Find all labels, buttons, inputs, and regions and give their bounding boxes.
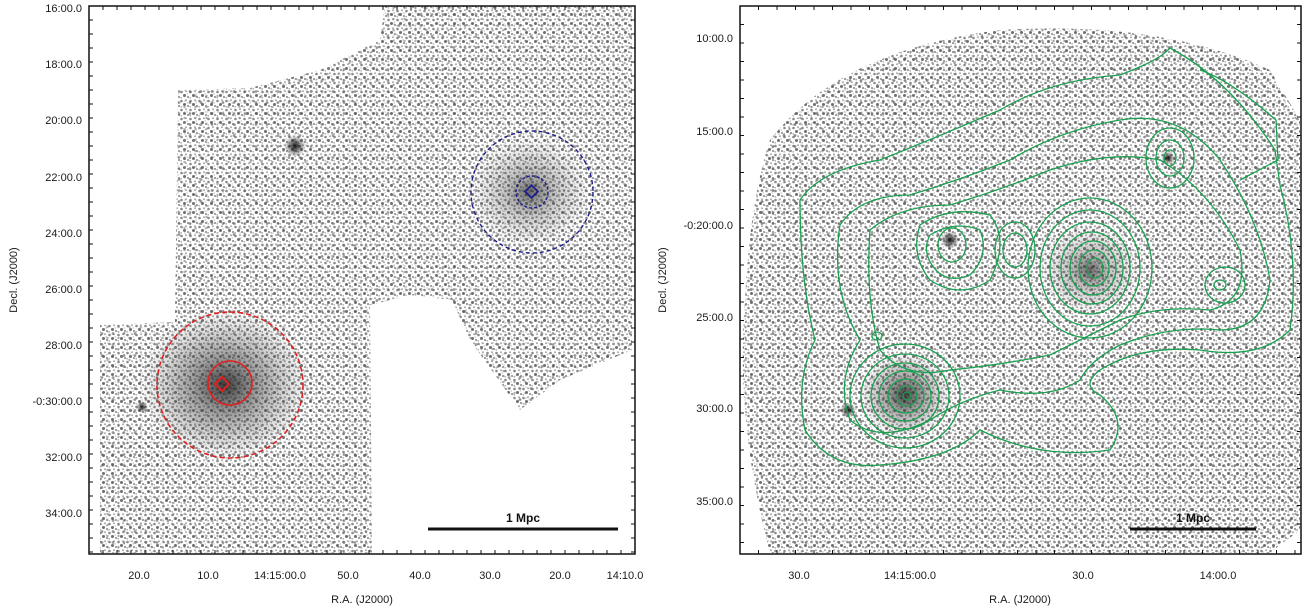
left-plot-frame xyxy=(88,5,636,555)
right-y-tick-label: 15:00.0 xyxy=(696,126,733,138)
contour xyxy=(902,391,912,401)
left-y-tick-label: 32:00.0 xyxy=(45,452,82,464)
right-y-axis-title: Decl. (J2000) xyxy=(657,247,669,312)
contour xyxy=(1069,240,1117,296)
left-y-tick-label: 22:00.0 xyxy=(45,172,82,184)
right-x-tick-label: 14:15:00.0 xyxy=(884,570,936,582)
right-y-tick-label: 30:00.0 xyxy=(696,403,733,415)
left-y-tick-label: 18:00.0 xyxy=(45,59,82,71)
contour xyxy=(896,385,918,407)
right-y-tick-label: -0:20:00.0 xyxy=(683,220,733,232)
contour-outer xyxy=(799,47,1294,467)
contour xyxy=(849,343,961,449)
blue-inner-circle xyxy=(515,175,549,209)
left-x-tick-label: 40.0 xyxy=(409,570,430,582)
right-x-tick-label: 30.0 xyxy=(1072,570,1093,582)
left-x-tick-label: 14:10.0 xyxy=(607,570,644,582)
contour xyxy=(1155,139,1185,177)
contour xyxy=(1163,149,1177,167)
contour xyxy=(937,227,967,263)
right-panel: 1 Mpc 30.0 14:15:00.0 30.0 14:00.0 10:00… xyxy=(657,5,1302,606)
contour xyxy=(1086,257,1104,279)
right-y-tick-label: 35:00.0 xyxy=(696,496,733,508)
contour xyxy=(878,370,932,422)
right-axis-ticks xyxy=(739,5,1301,554)
contour xyxy=(1213,279,1227,291)
left-x-tick-label: 30.0 xyxy=(479,570,500,582)
contour xyxy=(1060,231,1124,305)
contour xyxy=(870,362,940,430)
contour xyxy=(1002,232,1028,268)
contour xyxy=(868,156,1243,374)
contour xyxy=(871,331,883,341)
right-x-axis-title: R.A. (J2000) xyxy=(989,594,1051,606)
red-inner-circle xyxy=(207,360,253,406)
contour xyxy=(1145,127,1195,189)
blue-outer-circle xyxy=(470,130,594,254)
contour xyxy=(1027,197,1153,339)
contour xyxy=(916,211,1001,291)
contour xyxy=(925,225,984,279)
left-x-tick-label: 20.0 xyxy=(549,570,570,582)
red-diamond-marker xyxy=(213,375,231,393)
left-x-axis-title: R.A. (J2000) xyxy=(331,594,393,606)
left-cluster-glow-south xyxy=(140,310,310,460)
left-y-axis-title: Decl. (J2000) xyxy=(8,247,20,312)
right-scale-bar-label: 1 Mpc xyxy=(1176,511,1210,525)
left-y-tick-label: 28:00.0 xyxy=(45,340,82,352)
left-point-source xyxy=(284,135,306,157)
contour xyxy=(1204,266,1246,304)
right-cluster-glow-south xyxy=(860,353,950,437)
left-x-tick-label: 10.0 xyxy=(197,570,218,582)
left-y-tick-label: 24:00.0 xyxy=(45,228,82,240)
right-point-source xyxy=(941,231,959,249)
left-y-tick-label: 16:00.0 xyxy=(45,3,82,15)
right-xray-grain xyxy=(742,28,1300,554)
left-scale-bar-label: 1 Mpc xyxy=(506,511,540,525)
right-point-source xyxy=(1161,151,1175,165)
right-x-tick-label: 30.0 xyxy=(788,570,809,582)
right-y-tick-label: 25:00.0 xyxy=(696,312,733,324)
left-panel: 1 Mpc 20.0 10.0 14:15:00.0 50.0 40.0 30.… xyxy=(8,3,643,606)
left-cluster-glow-north xyxy=(470,137,590,247)
right-point-source xyxy=(840,402,856,418)
right-cluster-glow-main xyxy=(1040,225,1140,315)
contour xyxy=(1078,249,1110,287)
right-x-tick-label: 14:00.0 xyxy=(1200,570,1237,582)
blue-diamond-marker xyxy=(523,183,540,200)
contour xyxy=(1049,221,1131,315)
left-x-tick-label: 50.0 xyxy=(337,570,358,582)
left-axis-ticks xyxy=(88,5,636,554)
contour xyxy=(994,221,1036,279)
contour xyxy=(887,378,925,414)
left-y-tick-label: 26:00.0 xyxy=(45,284,82,296)
contour xyxy=(1199,69,1279,181)
right-plot-frame xyxy=(739,5,1302,555)
contour xyxy=(860,353,950,439)
left-y-tick-label: 34:00.0 xyxy=(45,508,82,520)
red-outer-circle xyxy=(156,311,304,459)
right-y-tick-label: 10:00.0 xyxy=(696,33,733,45)
left-y-tick-label: -0:30:00.0 xyxy=(32,396,82,408)
contour xyxy=(1039,209,1141,327)
green-contours xyxy=(799,47,1294,467)
left-x-tick-label: 14:15:00.0 xyxy=(254,570,306,582)
left-x-tick-label: 20.0 xyxy=(128,570,149,582)
contour xyxy=(836,117,1271,434)
left-xray-grain xyxy=(100,6,632,553)
left-y-tick-label: 20:00.0 xyxy=(45,115,82,127)
left-point-source xyxy=(136,401,148,413)
